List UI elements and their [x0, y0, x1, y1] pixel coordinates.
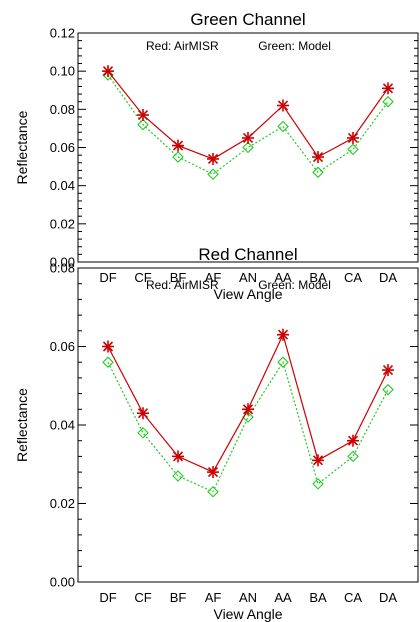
x-tick-label: DA	[379, 270, 397, 285]
data-point-model	[172, 151, 184, 163]
y-axis-label: Reflectance	[14, 388, 30, 462]
x-tick-label: AA	[274, 270, 292, 285]
chart-panel-0: Green Channel 0.00 0.02 0.04 0.06 0.08 0.10 0.1…	[14, 10, 419, 302]
x-tick-label: CF	[134, 270, 151, 285]
data-point-model	[102, 356, 114, 368]
data-point-airmisr	[312, 454, 324, 467]
y-tick-label: 0.08	[50, 102, 75, 117]
series-line-airmisr	[107, 70, 389, 160]
x-tick-label: AN	[239, 270, 257, 285]
y-tick-label: 0.06	[50, 339, 75, 354]
data-point-airmisr	[347, 131, 359, 144]
y-tick-label: 0.00	[50, 575, 75, 590]
data-point-airmisr	[207, 466, 219, 479]
x-tick-label: AA	[274, 590, 292, 605]
y-tick-label: 0.10	[50, 64, 75, 79]
x-tick-label: AN	[239, 590, 257, 605]
y-tick-label: 0.12	[50, 26, 75, 41]
data-point-airmisr	[137, 407, 149, 420]
data-point-model	[137, 118, 149, 131]
data-point-model	[172, 470, 184, 482]
x-tick-label: BA	[309, 270, 327, 285]
data-point-model	[207, 168, 219, 180]
x-tick-label: CF	[134, 590, 151, 605]
y-tick-label: 0.08	[50, 261, 75, 276]
data-point-model	[242, 141, 254, 154]
data-point-airmisr	[137, 109, 149, 122]
data-point-airmisr	[382, 364, 394, 377]
series-line-model	[107, 74, 389, 175]
series-line-model	[107, 360, 389, 493]
plot-frame	[77, 267, 419, 583]
data-point-airmisr	[102, 340, 114, 353]
x-tick-label: BF	[170, 590, 187, 605]
chart-title: Red Channel	[198, 245, 297, 264]
x-tick-label: CA	[344, 590, 362, 605]
data-point-model	[137, 427, 149, 439]
chart-panel-1: Red Channel 0.00 0.02 0.04 0.06 0.08 Reflectan…	[14, 245, 419, 622]
data-point-airmisr	[312, 151, 324, 164]
data-point-model	[277, 356, 289, 368]
x-tick-label: DF	[99, 270, 116, 285]
x-tick-label: AF	[205, 270, 222, 285]
data-point-airmisr	[277, 328, 289, 341]
y-tick-label: 0.00	[50, 255, 75, 270]
chart-title: Green Channel	[190, 10, 305, 29]
data-point-model	[312, 478, 324, 490]
data-point-airmisr	[277, 99, 289, 112]
data-point-airmisr	[382, 82, 394, 95]
y-tick-label: 0.04	[50, 178, 75, 193]
data-point-airmisr	[172, 450, 184, 463]
data-point-airmisr	[207, 152, 219, 165]
legend-annotation-red: Red: AirMISR	[146, 278, 219, 292]
data-point-model	[382, 383, 394, 396]
plot-frame	[77, 32, 419, 263]
data-point-model	[277, 120, 289, 133]
data-point-airmisr	[242, 403, 254, 416]
y-tick-label: 0.04	[50, 418, 75, 433]
y-tick-label: 0.02	[50, 216, 75, 231]
y-tick-label: 0.06	[50, 140, 75, 155]
data-point-model	[207, 485, 219, 498]
legend-annotation-green: Green: Model	[258, 39, 331, 53]
x-axis-label: View Angle	[213, 606, 282, 622]
x-tick-label: DA	[379, 590, 397, 605]
data-point-airmisr	[102, 65, 114, 78]
data-point-airmisr	[242, 131, 254, 144]
x-axis-label: View Angle	[213, 286, 282, 302]
data-point-model	[347, 143, 359, 156]
data-point-airmisr	[172, 139, 184, 152]
data-point-model	[347, 450, 359, 463]
legend-annotation-red: Red: AirMISR	[146, 39, 219, 53]
x-tick-label: AF	[205, 590, 222, 605]
x-tick-label: BF	[170, 270, 187, 285]
x-tick-label: CA	[344, 270, 362, 285]
data-point-model	[382, 95, 394, 108]
x-tick-label: BA	[309, 590, 327, 605]
legend-annotation-green: Green: Model	[258, 278, 331, 292]
y-axis-label: Reflectance	[14, 110, 30, 184]
x-tick-label: DF	[99, 590, 116, 605]
data-point-airmisr	[347, 434, 359, 447]
data-point-model	[102, 69, 114, 81]
data-point-model	[312, 166, 324, 179]
y-tick-label: 0.02	[50, 496, 75, 511]
